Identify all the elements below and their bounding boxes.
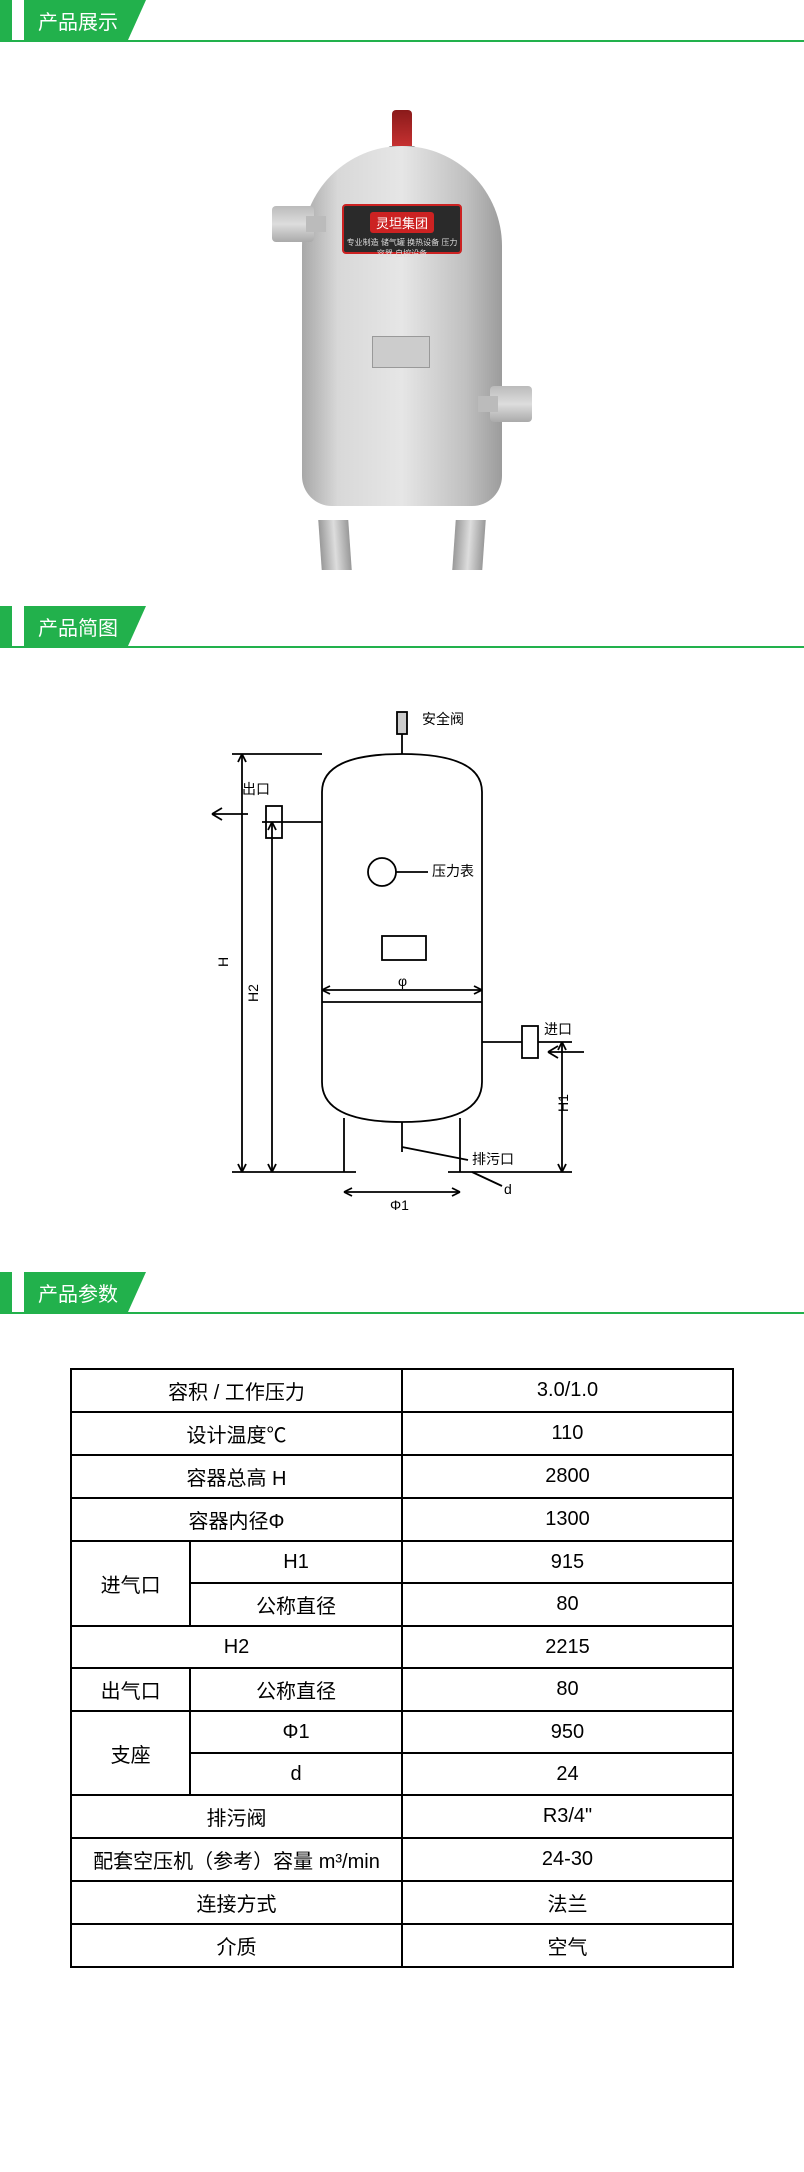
param-value: 80	[402, 1583, 733, 1626]
inlet-flange-icon	[490, 386, 532, 422]
table-row: 介质空气	[71, 1924, 733, 1967]
schematic-svg: 安全阀 出口 压力表 进口	[182, 702, 622, 1222]
params-table: 容积 / 工作压力3.0/1.0设计温度℃110容器总高 H2800容器内径Φ1…	[70, 1368, 734, 1968]
params-table-wrap: 容积 / 工作压力3.0/1.0设计温度℃110容器总高 H2800容器内径Φ1…	[0, 1338, 804, 2028]
label-drain: 排污口	[472, 1151, 514, 1167]
table-row: 配套空压机（参考）容量 m³/min24-30	[71, 1838, 733, 1881]
spec-plate	[372, 336, 430, 368]
label-phi: φ	[398, 973, 407, 989]
param-label: 介质	[71, 1924, 402, 1967]
label-outlet: 出口	[242, 781, 270, 797]
table-row: H22215	[71, 1626, 733, 1668]
param-value: 915	[402, 1541, 733, 1583]
tank-leg	[452, 520, 485, 570]
param-label: 配套空压机（参考）容量 m³/min	[71, 1838, 402, 1881]
param-sublabel: d	[190, 1753, 402, 1795]
table-row: 出气口公称直径80	[71, 1668, 733, 1711]
param-sublabel: Φ1	[190, 1711, 402, 1753]
param-value: 110	[402, 1412, 733, 1455]
section-header-params: 产品参数	[0, 1272, 804, 1314]
param-value: 3.0/1.0	[402, 1369, 733, 1412]
param-sublabel: H1	[190, 1541, 402, 1583]
tank-body	[302, 146, 502, 506]
param-sublabel: 公称直径	[190, 1583, 402, 1626]
label-gauge: 压力表	[432, 863, 474, 879]
param-label: 容器内径Φ	[71, 1498, 402, 1541]
param-value: R3/4"	[402, 1795, 733, 1838]
param-value: 80	[402, 1668, 733, 1711]
product-photo-area: 灵坦集团 专业制造 储气罐 换热设备 压力容器 自控设备	[0, 66, 804, 606]
table-row: 容器总高 H2800	[71, 1455, 733, 1498]
label-H: H	[215, 957, 231, 967]
label-phi1: Φ1	[390, 1197, 409, 1213]
label-d: d	[504, 1181, 512, 1197]
table-row: 设计温度℃110	[71, 1412, 733, 1455]
table-row: 连接方式法兰	[71, 1881, 733, 1924]
param-value: 24	[402, 1753, 733, 1795]
param-value: 950	[402, 1711, 733, 1753]
label-H2: H2	[245, 984, 261, 1002]
param-label: 连接方式	[71, 1881, 402, 1924]
table-row: 容器内径Φ1300	[71, 1498, 733, 1541]
nameplate: 灵坦集团 专业制造 储气罐 换热设备 压力容器 自控设备	[342, 204, 462, 254]
section-title-schematic: 产品简图	[24, 606, 146, 646]
section-header-schematic: 产品简图	[0, 606, 804, 648]
param-value: 2800	[402, 1455, 733, 1498]
section-title-display: 产品展示	[24, 0, 146, 40]
section-title-params: 产品参数	[24, 1272, 146, 1312]
label-safety-valve: 安全阀	[422, 711, 464, 727]
param-label: 容器总高 H	[71, 1455, 402, 1498]
header-bar	[0, 0, 12, 40]
table-row: 容积 / 工作压力3.0/1.0	[71, 1369, 733, 1412]
param-group: 出气口	[71, 1668, 190, 1711]
param-value: 24-30	[402, 1838, 733, 1881]
param-value: 法兰	[402, 1881, 733, 1924]
table-row: 支座Φ1950	[71, 1711, 733, 1753]
label-inlet: 进口	[544, 1021, 572, 1037]
schematic-area: 安全阀 出口 压力表 进口	[0, 672, 804, 1272]
param-label: 容积 / 工作压力	[71, 1369, 402, 1412]
param-label: H2	[71, 1626, 402, 1668]
param-group: 支座	[71, 1711, 190, 1795]
header-bar	[0, 1272, 12, 1312]
tank-illustration: 灵坦集团 专业制造 储气罐 换热设备 压力容器 自控设备	[272, 106, 532, 546]
label-H1: H1	[555, 1094, 571, 1112]
param-label: 排污阀	[71, 1795, 402, 1838]
header-bar	[0, 606, 12, 646]
outlet-flange-icon	[272, 206, 314, 242]
nameplate-sub: 专业制造 储气罐 换热设备 压力容器 自控设备	[344, 237, 460, 259]
nameplate-brand: 灵坦集团	[370, 212, 434, 233]
section-header-display: 产品展示	[0, 0, 804, 42]
tank-leg	[318, 520, 351, 570]
param-label: 设计温度℃	[71, 1412, 402, 1455]
param-sublabel: 公称直径	[190, 1668, 402, 1711]
safety-valve-icon	[392, 110, 412, 150]
param-group: 进气口	[71, 1541, 190, 1626]
param-value: 1300	[402, 1498, 733, 1541]
param-value: 2215	[402, 1626, 733, 1668]
param-value: 空气	[402, 1924, 733, 1967]
table-row: 进气口H1915	[71, 1541, 733, 1583]
table-row: 排污阀R3/4"	[71, 1795, 733, 1838]
